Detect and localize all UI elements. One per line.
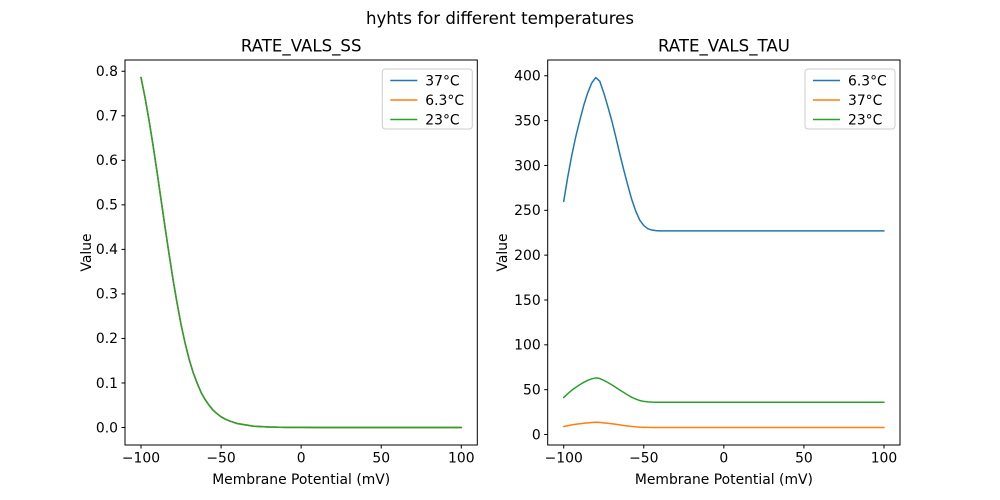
x-tick-label: 0 [297,451,306,467]
subplot-rate-vals-ss: −100 −50 0 50 100 0.0 0.1 0.2 0.3 0.4 0.5 0.6 0.7 0.8… [79,37,478,488]
y-tick-label: 0.2 [96,331,118,347]
legend-label: 37°C [848,93,882,109]
x-tick-label: 50 [795,451,813,467]
x-tick-label: 0 [719,451,728,467]
y-tick-label: 150 [514,293,541,309]
y-axis-label: Value [495,233,511,271]
y-tick-label: 200 [514,248,541,264]
x-tick-label: 50 [372,451,390,467]
y-tick-label: 350 [514,113,541,129]
y-tick-label: 0.5 [96,198,118,214]
subplot-rate-vals-tau: −100 −50 0 50 100 0 50 100 150 200 250 300 350 400 6.3… [495,37,901,488]
legend-label: 6.3°C [848,73,887,89]
series-line-23°C [562,377,885,403]
series-line-37°C [140,76,463,429]
legend-box [804,68,896,130]
legend: 6.3°C 37°C 23°C [804,68,896,130]
y-tick-label: 0 [532,427,541,443]
subplot-title: RATE_VALS_TAU [658,37,790,57]
y-tick-label: 0.7 [96,109,118,125]
y-tick-label: 50 [523,382,541,398]
legend-label: 37°C [425,73,459,89]
x-tick-label: −100 [122,451,160,467]
figure-title: hyhts for different temperatures [366,9,634,28]
subplot-title: RATE_VALS_SS [241,37,362,57]
legend: 37°C 6.3°C 23°C [381,68,473,130]
x-tick-label: −50 [206,451,235,467]
x-axis-label: Membrane Potential (mV) [635,472,813,488]
series-line-6.3°C [140,76,463,429]
series-line-6.3°C [562,76,885,232]
legend-box [381,68,473,130]
plot-area: −100 −50 0 50 100 0.0 0.1 0.2 0.3 0.4 0.5 0.6 0.7 0.8… [96,59,478,467]
y-tick-label: 400 [514,69,541,85]
series-line-37°C [562,421,885,429]
y-tick-label: 0.1 [96,376,118,392]
y-tick-label: 0.8 [96,64,118,80]
y-tick-label: 0.4 [96,242,118,258]
x-tick-label: −100 [545,451,583,467]
x-axis-label: Membrane Potential (mV) [212,472,390,488]
y-tick-label: 250 [514,203,541,219]
series-line-23°C [140,76,463,429]
y-tick-label: 100 [514,338,541,354]
x-tick-label: 100 [871,451,898,467]
plot-area: −100 −50 0 50 100 0 50 100 150 200 250 300 350 400 6.3… [514,59,901,467]
y-tick-label: 300 [514,158,541,174]
x-tick-label: 100 [448,451,475,467]
y-axis-label: Value [79,233,95,271]
y-tick-label: 0.0 [96,420,118,436]
legend-label: 6.3°C [425,93,464,109]
y-tick-label: 0.3 [96,287,118,303]
y-tick-label: 0.6 [96,153,118,169]
legend-label: 23°C [425,112,459,128]
x-tick-label: −50 [629,451,658,467]
legend-label: 23°C [848,112,882,128]
